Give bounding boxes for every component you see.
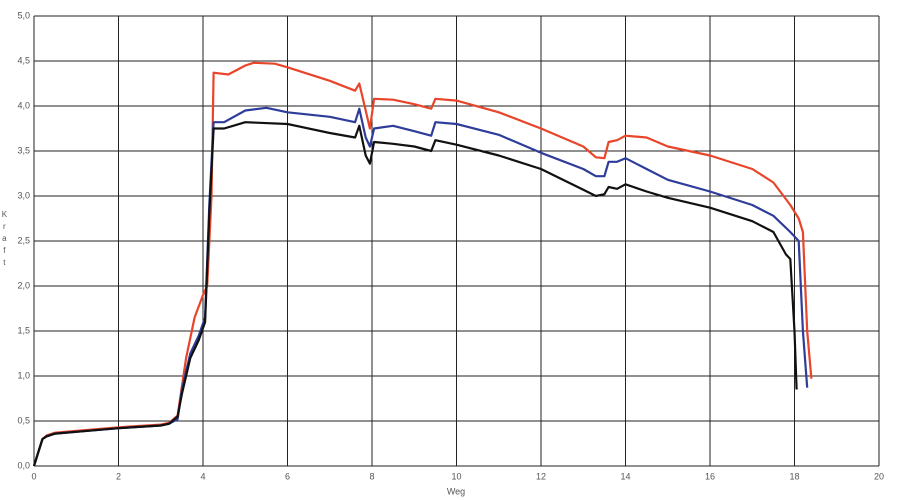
x-tick-label: 6 (285, 471, 290, 481)
y-tick-label: 1,0 (17, 370, 30, 380)
y-tick-label: 4,5 (17, 55, 30, 65)
y-axis-label: Kraft (0, 210, 9, 270)
y-tick-label: 0,5 (17, 415, 30, 425)
x-tick-label: 8 (369, 471, 374, 481)
series-line (32, 121, 798, 467)
series-line (32, 61, 813, 467)
x-tick-label: 12 (536, 471, 546, 481)
y-tick-label: 3,0 (17, 190, 30, 200)
y-tick-label: 0,0 (17, 460, 30, 470)
x-tick-label: 2 (116, 471, 121, 481)
x-tick-label: 20 (874, 471, 884, 481)
series-line (32, 106, 809, 467)
y-tick-label: 2,5 (17, 235, 30, 245)
x-tick-label: 0 (31, 471, 36, 481)
x-tick-label: 16 (705, 471, 715, 481)
y-tick-label: 4,0 (17, 100, 30, 110)
y-tick-label: 5,0 (17, 10, 30, 20)
x-axis-label: Weg (447, 486, 465, 496)
y-tick-label: 3,5 (17, 145, 30, 155)
y-tick-label: 2,0 (17, 280, 30, 290)
x-tick-label: 18 (789, 471, 799, 481)
x-tick-label: 14 (620, 471, 630, 481)
x-tick-label: 4 (200, 471, 205, 481)
y-tick-label: 1,5 (17, 325, 30, 335)
x-tick-label: 10 (451, 471, 461, 481)
